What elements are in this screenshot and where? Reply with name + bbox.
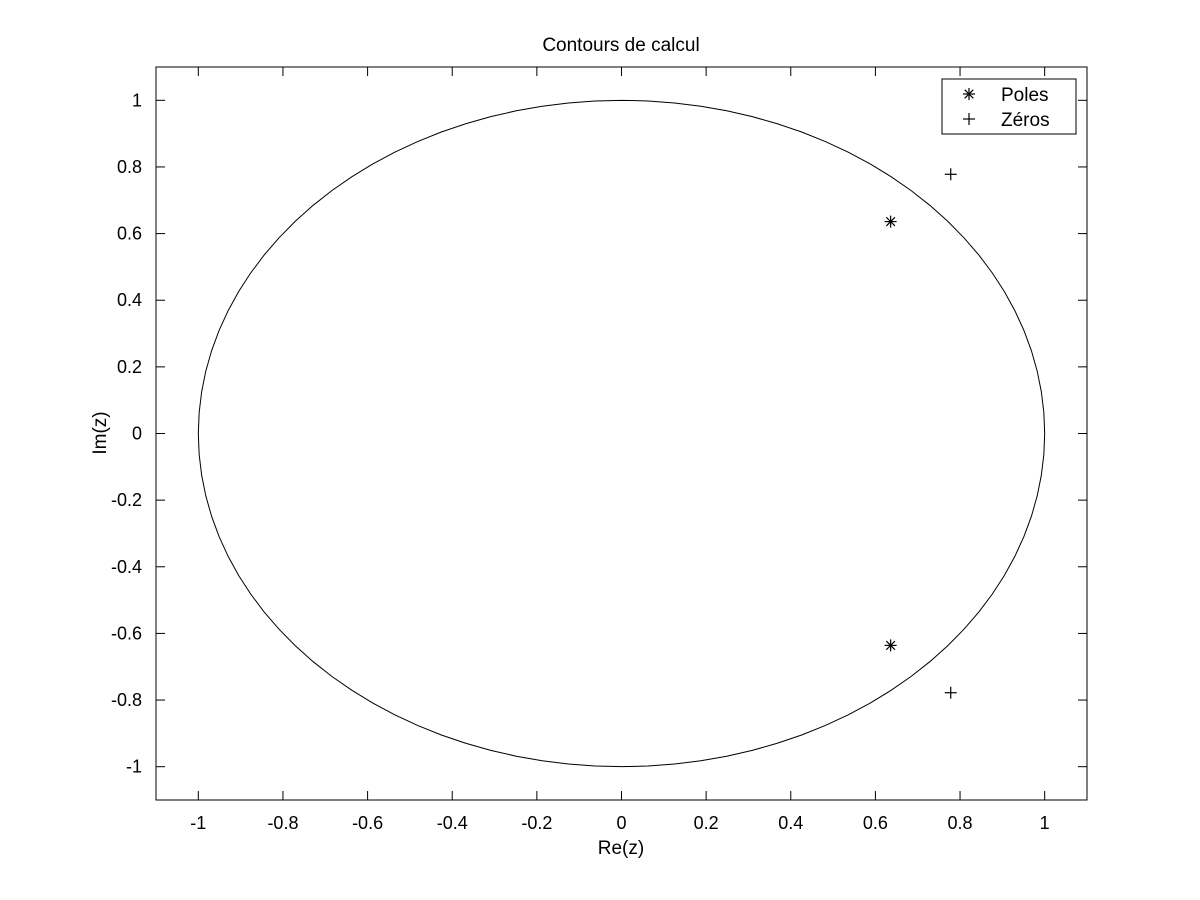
y-tick-label: -0.6: [111, 623, 142, 643]
x-tick-label: 0.2: [694, 813, 719, 833]
y-tick-label: -0.2: [111, 490, 142, 510]
y-tick-label: -1: [126, 757, 142, 777]
y-axis-title: Im(z): [90, 411, 111, 454]
plot-area-frame: [155, 66, 1088, 801]
pole-marker: [884, 639, 897, 652]
unit-circle: [197, 99, 1046, 768]
x-tick-label: -0.6: [352, 813, 383, 833]
legend-pole-symbol: [963, 88, 975, 100]
legend: Poles Zéros: [941, 78, 1077, 135]
x-tick-label: 0.4: [778, 813, 803, 833]
y-tick-label: -0.8: [111, 690, 142, 710]
x-tick-label: 1: [1040, 813, 1050, 833]
x-tick-label: -0.4: [437, 813, 468, 833]
y-tick-label: -0.4: [111, 557, 142, 577]
legend-zero-symbol: [963, 113, 975, 125]
pole-marker: [884, 215, 897, 228]
y-tick-label: 0.8: [117, 157, 142, 177]
legend-entry-label: Zéros: [1001, 110, 1050, 131]
x-tick-label: -1: [190, 813, 206, 833]
x-tick-label: 0.8: [948, 813, 973, 833]
legend-box: [941, 78, 1077, 135]
zero-marker: [944, 168, 957, 181]
legend-entry-label: Poles: [1001, 85, 1049, 106]
marker-group: [884, 168, 957, 699]
y-tick-label: 0.4: [117, 290, 142, 310]
tick-group: -1 -0.8 -0.6 -0.4 -0.2 0 0.2 0.4 0.6 0.8 1 -1 -0.8 -0…: [111, 67, 1087, 833]
y-tick-label: 0: [132, 424, 142, 444]
x-axis-title: Re(z): [598, 838, 644, 859]
x-tick-label: -0.8: [267, 813, 298, 833]
zero-marker: [944, 686, 957, 699]
chart-title: Contours de calcul: [542, 35, 699, 56]
y-tick-label: 1: [132, 90, 142, 110]
x-tick-label: -0.2: [521, 813, 552, 833]
x-tick-label: 0: [616, 813, 626, 833]
x-tick-label: 0.6: [863, 813, 888, 833]
y-tick-label: 0.2: [117, 357, 142, 377]
y-tick-label: 0.6: [117, 224, 142, 244]
